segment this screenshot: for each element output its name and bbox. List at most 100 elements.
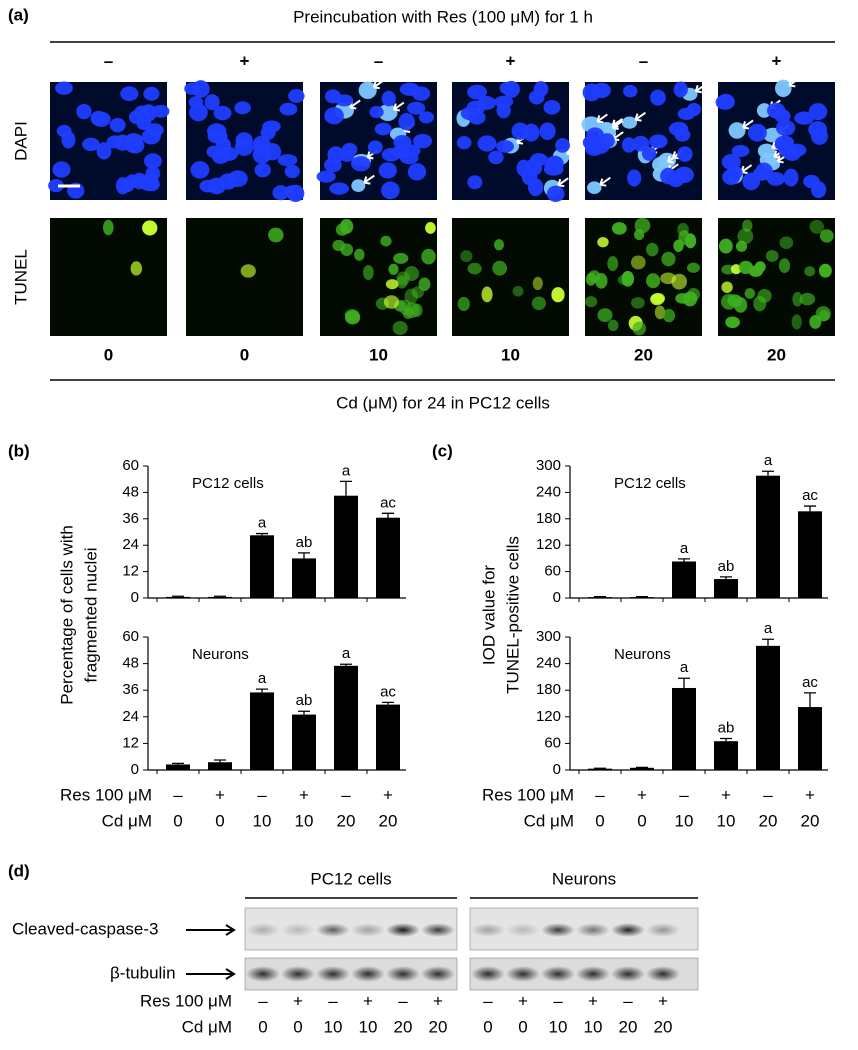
y-tick-label: 120 bbox=[536, 536, 561, 553]
cd-value: 10 bbox=[369, 345, 388, 364]
nucleus bbox=[381, 181, 400, 200]
error-bar bbox=[382, 512, 394, 518]
nucleus bbox=[398, 113, 415, 131]
tunel-cell bbox=[778, 258, 791, 274]
res-sign: + bbox=[433, 991, 443, 1010]
bar bbox=[798, 511, 822, 598]
y-axis-label: TUNEL-positive cells bbox=[503, 536, 522, 694]
tubulin-band bbox=[421, 966, 455, 982]
arrow bbox=[186, 968, 236, 980]
nucleus bbox=[627, 169, 642, 187]
image-bg bbox=[50, 218, 167, 336]
y-tick-label: 60 bbox=[122, 457, 139, 474]
tunel-cell bbox=[650, 293, 665, 306]
res-sign: + bbox=[293, 991, 303, 1010]
tunel-cell bbox=[738, 260, 753, 275]
nucleus bbox=[494, 95, 514, 108]
tunel-cell bbox=[388, 263, 399, 275]
row-label: Res 100 μM bbox=[140, 991, 232, 1010]
arrow bbox=[363, 174, 375, 185]
tunel-cell bbox=[460, 250, 473, 263]
nucleus bbox=[774, 109, 791, 124]
chart-title: PC12 cells bbox=[614, 475, 686, 492]
nucleus bbox=[48, 178, 64, 193]
nucleus bbox=[339, 149, 355, 162]
cd-value: 0 bbox=[240, 345, 249, 364]
tunel-cell bbox=[393, 252, 409, 264]
nucleus bbox=[524, 158, 543, 177]
x-row-value: + bbox=[637, 785, 647, 804]
nucleus bbox=[358, 81, 377, 99]
chart-title: Neurons bbox=[192, 646, 249, 663]
tunel-cell bbox=[512, 285, 524, 297]
nucleus bbox=[677, 146, 693, 162]
tunel-cell bbox=[467, 262, 482, 275]
cd-value: 0 bbox=[258, 1017, 267, 1036]
cd-value: 20 bbox=[634, 345, 653, 364]
nucleus bbox=[109, 117, 126, 133]
tunel-cell bbox=[597, 308, 613, 322]
significance-label: ab bbox=[296, 534, 313, 551]
nucleus bbox=[61, 131, 76, 149]
x-row-value: – bbox=[257, 785, 267, 804]
x-row-value: + bbox=[721, 785, 731, 804]
caspase-band bbox=[506, 923, 540, 937]
nucleus bbox=[96, 142, 112, 160]
y-axis-label: IOD value for bbox=[479, 565, 498, 665]
nucleus bbox=[234, 101, 251, 115]
tunel-cell bbox=[754, 261, 766, 273]
error-bar bbox=[214, 595, 226, 597]
tunel-cell bbox=[344, 310, 361, 325]
arrow bbox=[557, 177, 569, 188]
cd-value: 10 bbox=[584, 1017, 603, 1036]
error-bar bbox=[172, 762, 184, 765]
tunel-cell bbox=[809, 315, 822, 329]
res-sign: + bbox=[588, 991, 598, 1010]
nucleus bbox=[766, 172, 786, 186]
nucleus bbox=[649, 134, 668, 149]
cd-value: 20 bbox=[619, 1017, 638, 1036]
res-sign: – bbox=[104, 51, 113, 70]
nucleus bbox=[279, 102, 298, 116]
res-sign: + bbox=[658, 991, 668, 1010]
x-row-label: Res 100 μM bbox=[60, 785, 152, 804]
tubulin-band bbox=[541, 966, 575, 982]
error-bar bbox=[298, 552, 310, 559]
x-row-value: 20 bbox=[379, 811, 398, 830]
y-tick-label: 48 bbox=[122, 655, 139, 672]
nucleus bbox=[674, 166, 694, 184]
tunel-cell bbox=[730, 264, 742, 275]
nucleus bbox=[589, 141, 610, 154]
nucleus bbox=[393, 134, 412, 150]
arrow bbox=[599, 176, 611, 187]
cd-value: 10 bbox=[359, 1017, 378, 1036]
nucleus bbox=[218, 173, 238, 190]
tunel-image bbox=[320, 218, 437, 336]
tunel-cell bbox=[678, 230, 690, 245]
nucleus bbox=[757, 143, 776, 159]
significance-label: ac bbox=[380, 683, 396, 700]
error-bar bbox=[172, 595, 184, 597]
y-tick-label: 0 bbox=[553, 589, 561, 606]
tunel-cell bbox=[531, 296, 546, 311]
nucleus bbox=[496, 140, 515, 153]
nucleus bbox=[721, 153, 741, 170]
bar bbox=[250, 692, 274, 770]
nucleus bbox=[399, 82, 420, 96]
dapi-image bbox=[452, 80, 578, 202]
nucleus bbox=[528, 90, 545, 105]
y-tick-label: 0 bbox=[553, 761, 561, 778]
arrow bbox=[372, 79, 385, 90]
y-tick-label: 60 bbox=[544, 734, 561, 751]
x-row-value: + bbox=[805, 785, 815, 804]
tunel-cell bbox=[735, 240, 748, 252]
tunel-cell bbox=[584, 296, 598, 308]
dapi-image bbox=[184, 80, 305, 202]
nucleus bbox=[323, 157, 342, 173]
nucleus bbox=[369, 105, 384, 119]
tunel-cell bbox=[799, 292, 816, 306]
header: Preincubation with Res (100 μM) for 1 h bbox=[293, 7, 593, 26]
tunel-cell bbox=[718, 238, 733, 254]
nucleus bbox=[139, 173, 159, 192]
x-row-value: 0 bbox=[637, 811, 646, 830]
